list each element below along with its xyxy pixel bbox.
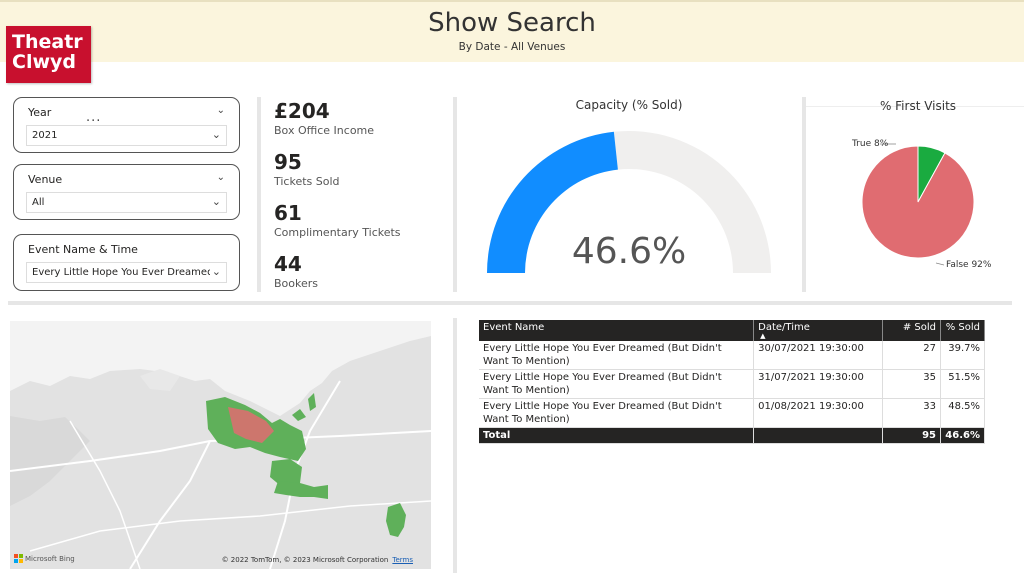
pie-slice-false[interactable] <box>861 145 975 259</box>
kpi-label: Complimentary Tickets <box>274 226 401 239</box>
column-header-datetime[interactable]: Date/Time ▲ <box>753 320 884 341</box>
cell-sold: 33 <box>882 398 941 428</box>
map-attribution: © 2022 TomTom, © 2023 Microsoft Corporat… <box>222 556 413 564</box>
gauge-fill[interactable] <box>487 131 618 273</box>
divider <box>802 97 806 292</box>
cell-pct: 39.7% <box>940 341 986 370</box>
kpi-label: Tickets Sold <box>274 175 340 188</box>
event-dropdown[interactable]: Every Little Hope You Ever Dreamed ... ⌄ <box>26 262 227 283</box>
chevron-down-icon[interactable]: ⌄ <box>216 172 225 183</box>
table-row[interactable]: Every Little Hope You Ever Dreamed (But … <box>479 398 986 428</box>
kpi-value: £204 <box>274 99 330 123</box>
page-subtitle: By Date - All Venues <box>458 41 566 53</box>
venue-value: All <box>32 197 45 208</box>
more-options-icon[interactable]: ... <box>86 110 102 125</box>
table-row[interactable]: Every Little Hope You Ever Dreamed (But … <box>479 341 986 370</box>
logo-line-2: Clwyd <box>12 51 76 73</box>
pie-leader-line <box>935 262 945 266</box>
gauge-value-label: 46.6% <box>572 231 686 272</box>
column-header-pct-sold[interactable]: % Sold <box>940 320 986 341</box>
table-header-row: Event Name Date/Time ▲ # Sold % Sold <box>479 320 986 341</box>
venue-dropdown[interactable]: All ⌄ <box>26 192 227 213</box>
kpi-value: 44 <box>274 252 302 276</box>
kpi-value: 61 <box>274 201 302 225</box>
year-dropdown[interactable]: 2021 ⌄ <box>26 125 227 146</box>
total-sold: 95 <box>882 427 941 444</box>
divider <box>453 318 457 573</box>
total-pct: 46.6% <box>940 427 986 444</box>
capacity-gauge[interactable]: 46.6% <box>470 118 788 292</box>
terms-link[interactable]: Terms <box>392 556 413 564</box>
kpi-tickets-sold: 95 Tickets Sold <box>274 150 340 188</box>
cell-event: Every Little Hope You Ever Dreamed (But … <box>479 369 755 399</box>
cell-datetime: 01/08/2021 19:30:00 <box>753 398 884 428</box>
bing-label: Microsoft Bing <box>25 554 75 563</box>
event-slicer[interactable]: Event Name & Time Every Little Hope You … <box>13 234 240 291</box>
events-table: Event Name Date/Time ▲ # Sold % Sold Ever… <box>479 320 986 444</box>
event-slicer-label: Event Name & Time <box>28 243 138 256</box>
chevron-down-icon[interactable]: ⌄ <box>211 265 221 278</box>
logo-line-1: Theatr <box>12 31 83 53</box>
kpi-label: Bookers <box>274 277 319 290</box>
divider <box>8 301 1012 305</box>
cell-datetime: 31/07/2021 19:30:00 <box>753 369 884 399</box>
kpi-complimentary-tickets: 61 Complimentary Tickets <box>274 201 401 239</box>
gauge-title: Capacity (% Sold) <box>575 98 683 112</box>
booker-map[interactable]: Microsoft Bing © 2022 TomTom, © 2023 Mic… <box>10 321 431 569</box>
gauge-track <box>613 131 771 273</box>
bing-logo: Microsoft Bing <box>14 554 75 563</box>
cell-pct: 48.5% <box>940 398 986 428</box>
year-value: 2021 <box>32 130 58 141</box>
column-header-event-name[interactable]: Event Name <box>479 320 755 341</box>
page-title: Show Search <box>428 8 596 38</box>
cell-datetime: 30/07/2021 19:30:00 <box>753 341 884 370</box>
cell-sold: 27 <box>882 341 941 370</box>
year-slicer[interactable]: Year ⌄ 2021 ⌄ <box>13 97 240 153</box>
map-copyright: © 2022 TomTom, © 2023 Microsoft Corporat… <box>221 556 389 564</box>
chevron-down-icon[interactable]: ⌄ <box>211 128 221 141</box>
theatr-clwyd-logo: Theatr Clwyd <box>6 26 91 83</box>
event-value: Every Little Hope You Ever Dreamed ... <box>32 267 210 278</box>
venue-slicer[interactable]: Venue ⌄ All ⌄ <box>13 164 240 220</box>
year-slicer-label: Year <box>28 106 52 119</box>
column-header-label: Date/Time <box>758 322 810 333</box>
table-total-row: Total 95 46.6% <box>479 427 986 444</box>
divider <box>453 97 457 292</box>
cell-event: Every Little Hope You Ever Dreamed (But … <box>479 398 755 428</box>
header-band <box>0 0 1024 62</box>
kpi-value: 95 <box>274 150 302 174</box>
microsoft-logo-icon <box>14 554 23 563</box>
divider <box>806 106 1024 107</box>
pie-label-true: True 8% <box>851 139 889 149</box>
kpi-bookers: 44 Bookers <box>274 252 318 290</box>
kpi-box-office-income: £204 Box Office Income <box>274 99 374 137</box>
cell-sold: 35 <box>882 369 941 399</box>
pie-label-false: False 92% <box>946 260 992 270</box>
total-label: Total <box>479 427 755 444</box>
cell-pct: 51.5% <box>940 369 986 399</box>
first-visits-pie[interactable]: True 8% False 92% <box>820 118 1020 288</box>
cell-event: Every Little Hope You Ever Dreamed (But … <box>479 341 755 370</box>
map-canvas <box>10 321 431 569</box>
kpi-label: Box Office Income <box>274 124 375 137</box>
total-empty <box>753 427 884 444</box>
chevron-down-icon[interactable]: ⌄ <box>216 105 225 116</box>
sort-ascending-icon: ▲ <box>760 332 766 340</box>
chevron-down-icon[interactable]: ⌄ <box>211 195 221 208</box>
column-header-sold[interactable]: # Sold <box>882 320 941 341</box>
pie-title: % First Visits <box>879 99 957 113</box>
venue-slicer-label: Venue <box>28 173 63 186</box>
table-row[interactable]: Every Little Hope You Ever Dreamed (But … <box>479 369 986 399</box>
divider <box>257 97 261 292</box>
